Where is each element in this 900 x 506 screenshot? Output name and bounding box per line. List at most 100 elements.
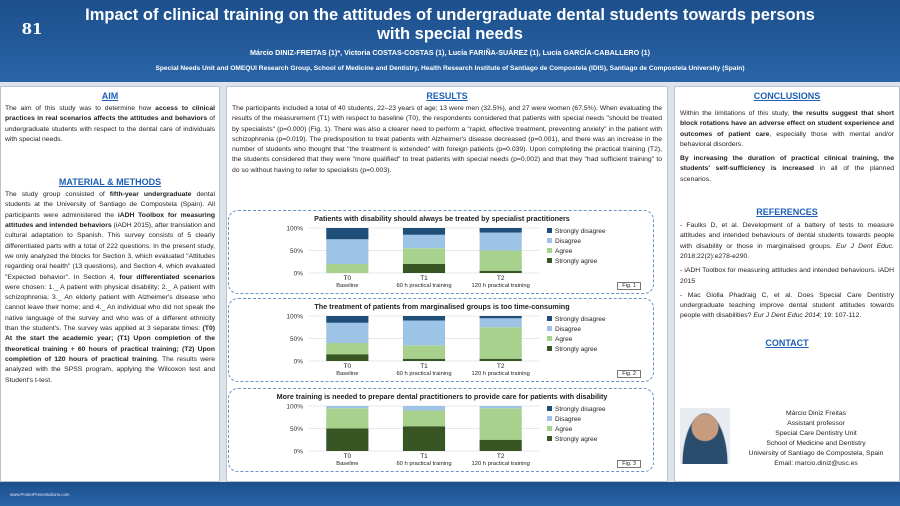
legend-label: Disagree [555,326,581,333]
methods-text: The study group consisted of fifth-year … [5,191,216,384]
x-tick-label: T0 [344,275,352,282]
results-heading: RESULTS [426,91,468,101]
x-sublabel: 60 h practical training [396,371,451,377]
legend-label: Strongly disagree [555,316,606,323]
contact-unit: Special Care Dentistry Unit [775,430,857,437]
legend-swatch [547,346,552,351]
x-tick-label: T0 [344,453,352,460]
y-tick-label: 50% [290,336,303,343]
legend-label: Strongly agree [555,346,598,353]
legend-swatch [547,416,552,421]
legend-swatch [547,326,552,331]
legend-swatch [547,406,552,411]
figure-1: Patients with disability should always b… [228,210,654,294]
y-tick-label: 0% [294,449,304,456]
x-tick-label: T0 [344,363,352,370]
contact-heading: CONTACT [765,337,809,348]
legend-label: Agree [555,336,573,343]
x-tick-label: T1 [420,453,428,460]
figure-3: More training is needed to prepare denta… [228,388,654,472]
bar-segment [479,327,522,359]
bar-segment [479,408,522,440]
legend-label: Agree [555,426,573,433]
bar-segment [402,228,446,235]
x-sublabel: 120 h practical training [472,371,530,377]
bar-segment [402,320,446,346]
bar-segment [326,322,369,343]
x-tick-label: T1 [420,363,428,370]
figure-label: Fig. 3 [617,460,641,468]
bar-segment [326,343,369,355]
legend-label: Strongly agree [555,258,598,265]
contact-info: Márcio Diniz Freitas Assistant professor… [735,409,897,469]
bar-segment [479,270,522,273]
chart-title: The treatment of patients from marginali… [314,302,570,311]
poster-title: Impact of clinical training on the attit… [85,6,815,43]
footer-url: www.PosterPresentations.com [10,492,70,497]
legend-label: Agree [555,248,573,255]
bar-segment [326,406,369,409]
bar-segment [479,439,522,451]
bar-segment [402,248,446,264]
bar-segment [326,228,369,240]
bar-segment [479,316,522,319]
bar-segment [402,316,446,321]
legend-swatch [547,336,552,341]
legend-swatch [547,436,552,441]
methods-heading: MATERIAL & METHODS [58,177,162,188]
y-tick-label: 50% [290,426,303,433]
contact-school: School of Medicine and Dentistry [766,440,866,447]
x-sublabel: Baseline [336,283,358,289]
legend-swatch [547,238,552,243]
contact-name: Márcio Diniz Freitas [785,410,847,417]
bar-segment [402,234,446,249]
bar-segment [402,264,446,273]
conclusions-text-1: Within the limitations of this study, th… [680,110,894,148]
y-tick-label: 100% [286,226,303,233]
results-text: The participants included a total of 40 … [232,105,662,174]
legend-label: Strongly disagree [555,406,606,413]
legend-swatch [547,426,552,431]
bar-segment [479,228,522,233]
x-tick-label: T1 [420,275,428,282]
conclusions-heading: CONCLUSIONS [753,91,821,101]
x-tick-label: T2 [497,453,505,460]
x-sublabel: 60 h practical training [396,461,451,467]
reference-3: - Mac Giolla Phadraig C, et al. Does Spe… [680,291,894,320]
legend-swatch [547,248,552,253]
bar-segment [402,410,446,427]
bar-segment [479,358,522,361]
poster-number: 81 [21,20,43,38]
contact-photo [680,408,730,464]
author-list: Márcio DINIZ-FREITAS (1)*, Victoria COST… [250,48,650,57]
bar-segment [326,264,369,273]
conclusions-text-2: By increasing the duration of practical … [680,155,895,183]
bar-segment [326,354,369,361]
contact-email[interactable]: Email: marcio.diniz@usc.es [774,460,858,467]
aim-heading: AIM [101,91,119,101]
legend-label: Strongly agree [555,436,598,443]
y-tick-label: 100% [286,314,303,321]
bar-segment [326,428,369,451]
bar-segment [402,426,446,451]
figure-2: The treatment of patients from marginali… [228,298,654,382]
x-sublabel: Baseline [336,461,358,467]
figure-label: Fig. 1 [617,282,641,290]
aim-text: The aim of this study was to determine h… [5,105,216,143]
legend-swatch [547,316,552,321]
contact-role: Assistant professor [787,420,845,427]
bar-segment [479,232,522,251]
bar-segment [326,239,369,264]
x-sublabel: 120 h practical training [472,283,530,289]
reference-2: - iADH Toolbox for measuring attitudes a… [680,267,894,285]
x-sublabel: 120 h practical training [472,461,530,467]
affiliation: Special Needs Unit and OMEQUI Research G… [155,65,745,72]
reference-1: - Faulks D, et al. Development of a batt… [680,222,894,260]
left-panel: AIM The aim of this study was to determi… [0,86,220,482]
bar-segment [402,358,446,361]
figure-label: Fig. 2 [617,370,641,378]
bar-segment [479,250,522,271]
bar-segment [479,406,522,409]
